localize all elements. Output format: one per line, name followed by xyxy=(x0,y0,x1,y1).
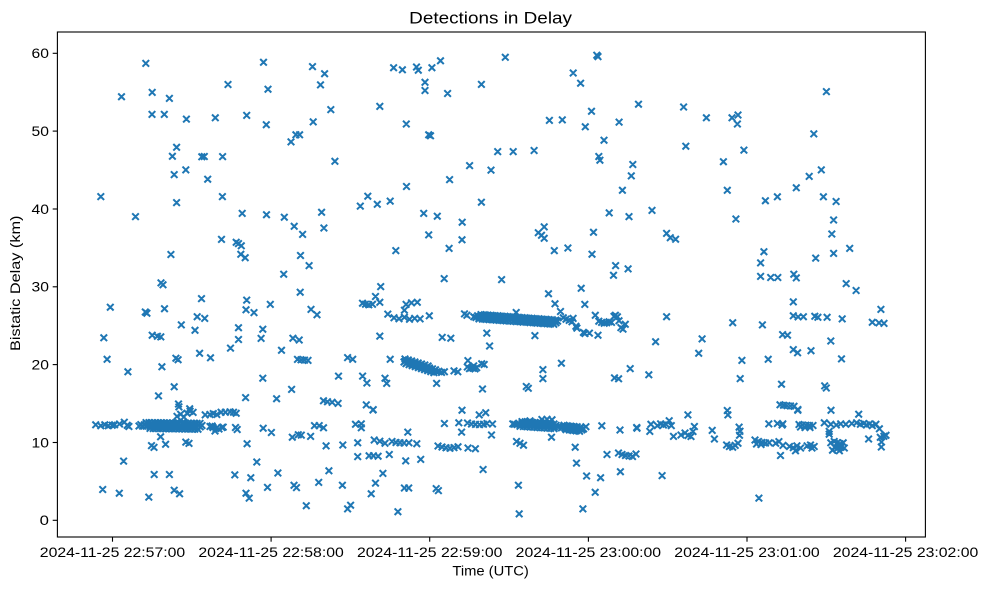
svg-text:Bistatic Delay (km): Bistatic Delay (km) xyxy=(8,216,23,351)
svg-text:60: 60 xyxy=(32,46,49,61)
svg-text:2024-11-25 23:01:00: 2024-11-25 23:01:00 xyxy=(674,545,819,560)
svg-text:2024-11-25 22:59:00: 2024-11-25 22:59:00 xyxy=(357,545,502,560)
svg-text:Detections in Delay: Detections in Delay xyxy=(409,9,573,28)
svg-text:50: 50 xyxy=(32,124,49,139)
svg-text:2024-11-25 23:02:00: 2024-11-25 23:02:00 xyxy=(833,545,978,560)
svg-text:2024-11-25 23:00:00: 2024-11-25 23:00:00 xyxy=(516,545,661,560)
svg-text:Time (UTC): Time (UTC) xyxy=(452,564,528,579)
svg-text:20: 20 xyxy=(32,357,49,372)
svg-text:10: 10 xyxy=(32,435,49,450)
svg-text:30: 30 xyxy=(32,280,49,295)
svg-text:40: 40 xyxy=(32,202,49,217)
svg-text:2024-11-25 22:57:00: 2024-11-25 22:57:00 xyxy=(40,545,185,560)
svg-text:0: 0 xyxy=(40,513,49,528)
svg-text:2024-11-25 22:58:00: 2024-11-25 22:58:00 xyxy=(198,545,343,560)
